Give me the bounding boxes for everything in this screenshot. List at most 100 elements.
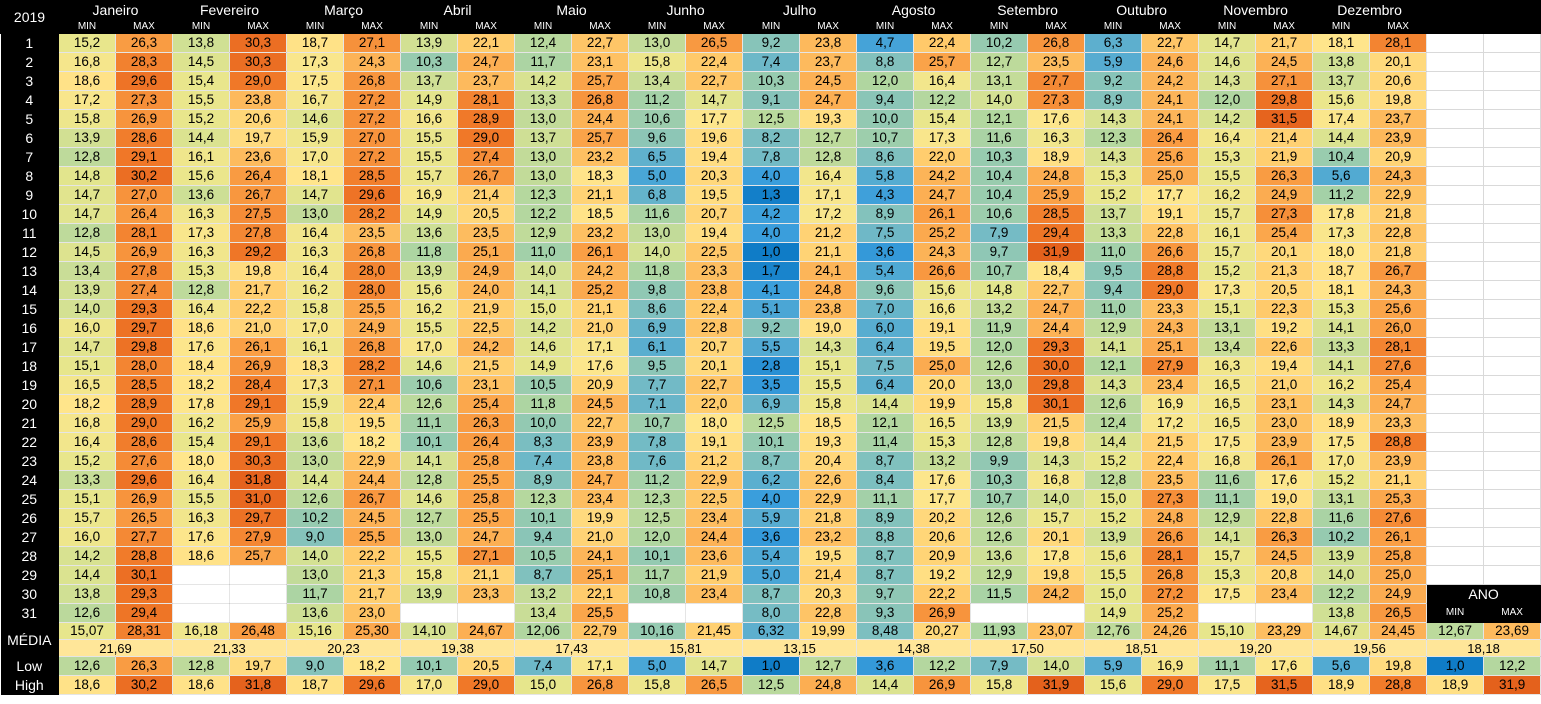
temperature-cell[interactable]: 13,0	[286, 204, 345, 224]
temperature-cell[interactable]: 10,3	[970, 147, 1029, 167]
temperature-cell[interactable]: 22,2	[913, 584, 972, 604]
temperature-cell[interactable]: 12,2	[1312, 584, 1371, 604]
temperature-cell[interactable]: 21,4	[457, 185, 516, 205]
temperature-cell[interactable]: 17,7	[1141, 185, 1200, 205]
temperature-cell[interactable]: 16,3	[172, 242, 231, 262]
temperature-cell[interactable]: 13,7	[1084, 204, 1143, 224]
temperature-cell[interactable]: 15,5	[1198, 166, 1257, 186]
temperature-cell[interactable]: 21,8	[1369, 242, 1428, 262]
temperature-cell[interactable]: 16,2	[400, 299, 459, 319]
empty-cell[interactable]	[1483, 147, 1541, 167]
high-cell[interactable]: 15,8	[970, 675, 1029, 695]
temperature-cell[interactable]: 14,2	[58, 546, 116, 566]
temperature-cell[interactable]: 24,2	[571, 261, 630, 281]
temperature-cell[interactable]: 28,0	[115, 356, 174, 376]
temperature-cell[interactable]: 20,1	[1369, 52, 1428, 72]
temperature-cell[interactable]: 12,6	[58, 603, 116, 623]
temperature-cell[interactable]: 20,6	[913, 527, 972, 547]
empty-cell[interactable]	[1483, 90, 1541, 110]
temperature-cell[interactable]: 20,7	[685, 204, 744, 224]
media-cell[interactable]: 24,26	[1141, 622, 1200, 640]
high-cell[interactable]: 18,9	[1312, 675, 1371, 695]
temperature-cell[interactable]: 13,6	[172, 185, 231, 205]
temperature-cell[interactable]: 22,9	[1369, 185, 1428, 205]
temperature-cell[interactable]: 15,8	[286, 299, 345, 319]
temperature-cell[interactable]: 19,9	[913, 394, 972, 414]
empty-cell[interactable]	[1483, 451, 1541, 471]
temperature-cell[interactable]: 15,7	[58, 508, 116, 528]
temperature-cell[interactable]: 21,1	[799, 242, 858, 262]
temperature-cell[interactable]: 17,3	[913, 128, 972, 148]
temperature-cell[interactable]: 4,2	[742, 204, 801, 224]
media-cell[interactable]: 15,16	[286, 622, 345, 640]
temperature-cell[interactable]: 22,4	[685, 52, 744, 72]
temperature-cell[interactable]: 12,1	[856, 413, 915, 433]
temperature-cell[interactable]: 22,2	[343, 546, 402, 566]
temperature-cell[interactable]: 24,2	[457, 337, 516, 357]
ano-high-max[interactable]: 31,9	[1483, 675, 1541, 695]
empty-cell[interactable]	[1483, 489, 1541, 509]
temperature-cell[interactable]: 24,5	[799, 71, 858, 91]
temperature-cell[interactable]: 27,3	[115, 90, 174, 110]
temperature-cell[interactable]: 29,7	[115, 318, 174, 338]
empty-cell[interactable]	[1426, 242, 1485, 262]
temperature-cell[interactable]: 15,2	[58, 33, 116, 53]
temperature-cell[interactable]: 11,6	[1312, 508, 1371, 528]
empty-cell[interactable]	[1483, 565, 1541, 585]
temperature-cell[interactable]: 7,4	[514, 451, 573, 471]
temperature-cell[interactable]: 14,6	[1198, 52, 1257, 72]
empty-cell[interactable]	[1483, 71, 1541, 91]
blank-cell[interactable]	[1255, 603, 1314, 623]
temperature-cell[interactable]: 29,6	[343, 185, 402, 205]
empty-cell[interactable]	[1483, 318, 1541, 338]
temperature-cell[interactable]: 25,0	[913, 356, 972, 376]
temperature-cell[interactable]: 24,2	[1141, 71, 1200, 91]
temperature-cell[interactable]: 9,6	[628, 128, 687, 148]
day-label[interactable]: 11	[0, 223, 59, 243]
ano-media-min[interactable]: 12,67	[1426, 622, 1485, 640]
temperature-cell[interactable]: 15,5	[400, 318, 459, 338]
temperature-cell[interactable]: 6,4	[856, 337, 915, 357]
temperature-cell[interactable]: 5,9	[742, 508, 801, 528]
temperature-cell[interactable]: 15,6	[172, 166, 231, 186]
temperature-cell[interactable]: 14,9	[514, 356, 573, 376]
empty-cell[interactable]	[1426, 0, 1485, 20]
temperature-cell[interactable]: 20,1	[685, 356, 744, 376]
temperature-cell[interactable]: 15,7	[1027, 508, 1086, 528]
temperature-cell[interactable]: 22,2	[229, 299, 288, 319]
temperature-cell[interactable]: 6,3	[1084, 33, 1143, 53]
temperature-cell[interactable]: 21,4	[799, 565, 858, 585]
temperature-cell[interactable]: 13,6	[286, 603, 345, 623]
media-cell[interactable]: 11,93	[970, 622, 1029, 640]
temperature-cell[interactable]: 27,2	[343, 109, 402, 129]
temperature-cell[interactable]: 11,6	[970, 128, 1029, 148]
temperature-cell[interactable]: 25,2	[913, 223, 972, 243]
empty-cell[interactable]	[1426, 394, 1485, 414]
temperature-cell[interactable]: 13,8	[1312, 603, 1371, 623]
low-cell[interactable]: 5,6	[1312, 656, 1371, 676]
temperature-cell[interactable]: 6,9	[628, 318, 687, 338]
temperature-cell[interactable]: 8,4	[856, 470, 915, 490]
temperature-cell[interactable]: 5,4	[856, 261, 915, 281]
temperature-cell[interactable]: 20,6	[1369, 71, 1428, 91]
low-cell[interactable]: 10,1	[400, 656, 459, 676]
temperature-cell[interactable]: 25,6	[1141, 147, 1200, 167]
temperature-cell[interactable]: 27,1	[1255, 71, 1314, 91]
temperature-cell[interactable]: 23,1	[457, 375, 516, 395]
temperature-cell[interactable]: 12,6	[970, 508, 1029, 528]
temperature-cell[interactable]: 18,3	[571, 166, 630, 186]
low-label[interactable]: Low	[0, 656, 59, 676]
temperature-cell[interactable]: 11,0	[514, 242, 573, 262]
temperature-cell[interactable]: 15,7	[400, 166, 459, 186]
empty-cell[interactable]	[1426, 508, 1485, 528]
temperature-cell[interactable]: 27,8	[229, 223, 288, 243]
temperature-cell[interactable]: 13,9	[400, 261, 459, 281]
temperature-cell[interactable]: 20,1	[1255, 242, 1314, 262]
media-cell[interactable]: 25,30	[343, 622, 402, 640]
temperature-cell[interactable]: 15,3	[1312, 299, 1371, 319]
high-cell[interactable]: 15,6	[1084, 675, 1143, 695]
low-cell[interactable]: 14,0	[1027, 656, 1086, 676]
temperature-cell[interactable]: 21,0	[571, 527, 630, 547]
day-label[interactable]: 7	[0, 147, 59, 167]
min-header[interactable]: MIN	[628, 19, 687, 34]
